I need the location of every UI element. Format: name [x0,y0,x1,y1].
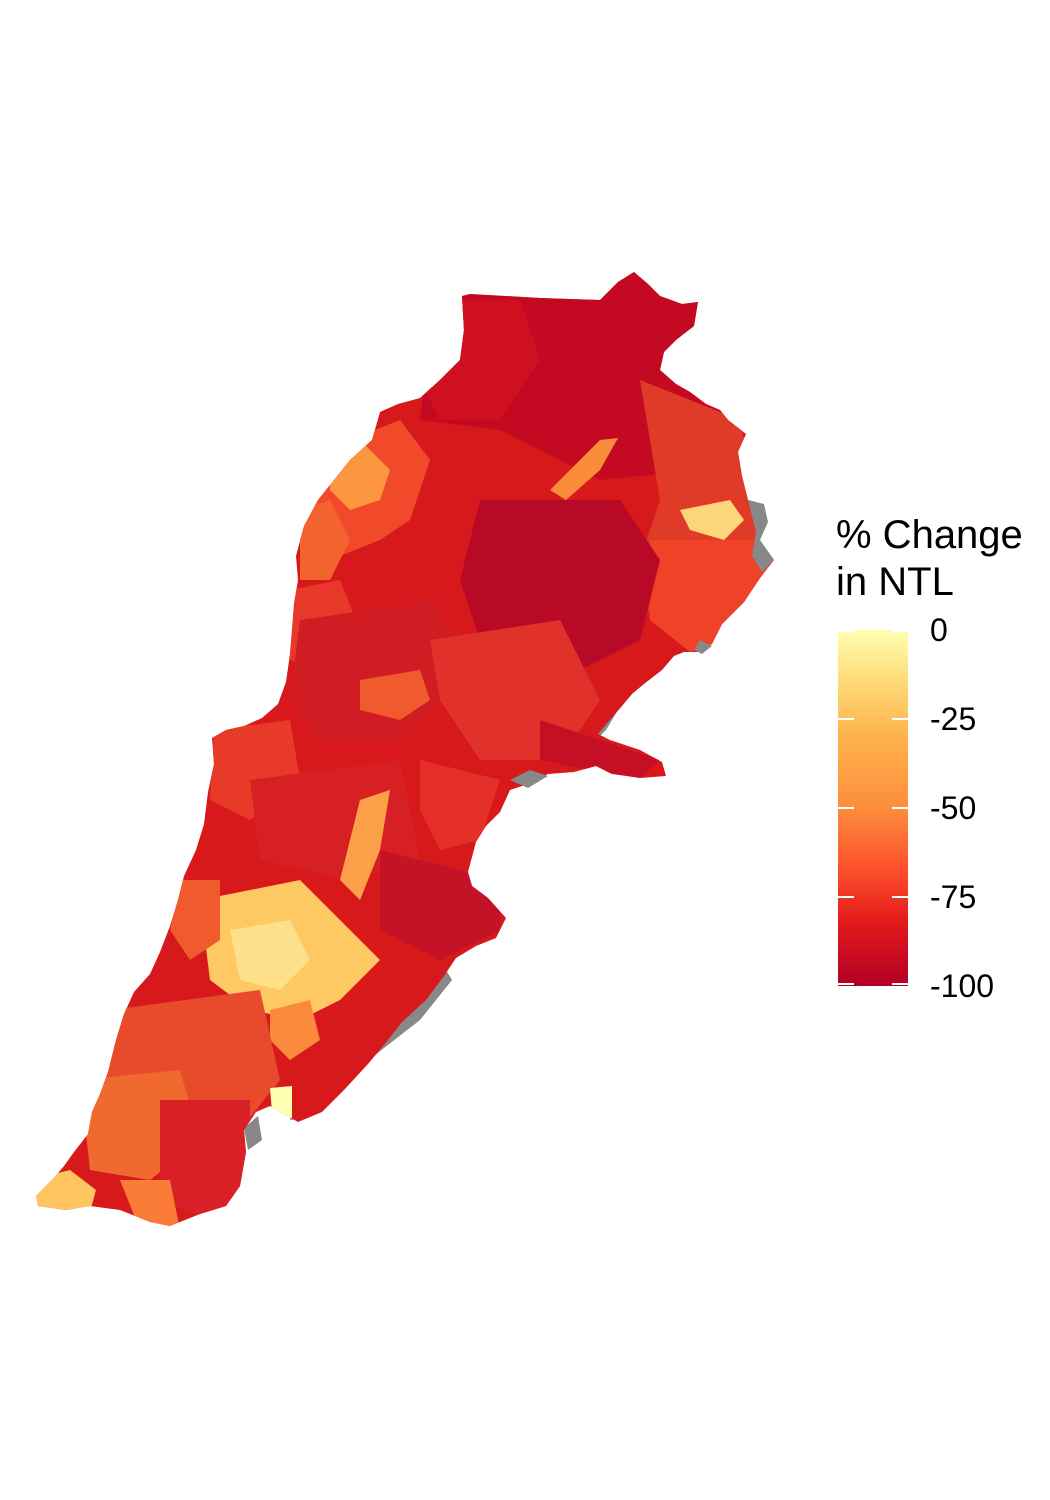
region-baalbek-south [540,720,660,778]
region-beirut-core [230,920,310,990]
region-coast-strip [270,1000,320,1060]
legend-label: -25 [930,701,977,737]
legend-tick-right [892,983,908,985]
legend-title-line1: % Change [836,513,1023,557]
legend-tick-right [892,896,908,898]
legend-tick-right [892,718,908,720]
legend-label: 0 [930,612,948,648]
legend-tick-left [838,896,854,898]
region-bekaa-east-pocket [680,500,744,540]
legend-tick-left [838,630,854,632]
region-sidon [170,880,220,960]
region-hermel-east [650,540,770,652]
legend-tick-right [892,630,908,632]
no-data-rim [510,500,774,788]
region-bekaa-orange-strip [550,438,618,500]
legend-label: -100 [930,968,995,1004]
legend-tick-left [838,718,854,720]
region-zahle [430,620,600,760]
region-rashaya [420,760,500,850]
legend-label: -50 [930,790,977,826]
region-bint-jbeil [160,1100,250,1220]
no-data-south-coastal [244,1116,262,1150]
legend-tick-left [838,983,854,985]
region-metn [360,670,430,720]
legend-label: -75 [930,879,977,915]
legend-tick-left [838,807,854,809]
legend-title-line2: in NTL [836,560,954,604]
legend-tick-right [892,807,908,809]
region-aley [340,790,390,900]
region-koura [300,500,350,580]
region-south-coast-pocket [270,1086,292,1118]
legend-title: % Change in NTL [836,512,1050,606]
